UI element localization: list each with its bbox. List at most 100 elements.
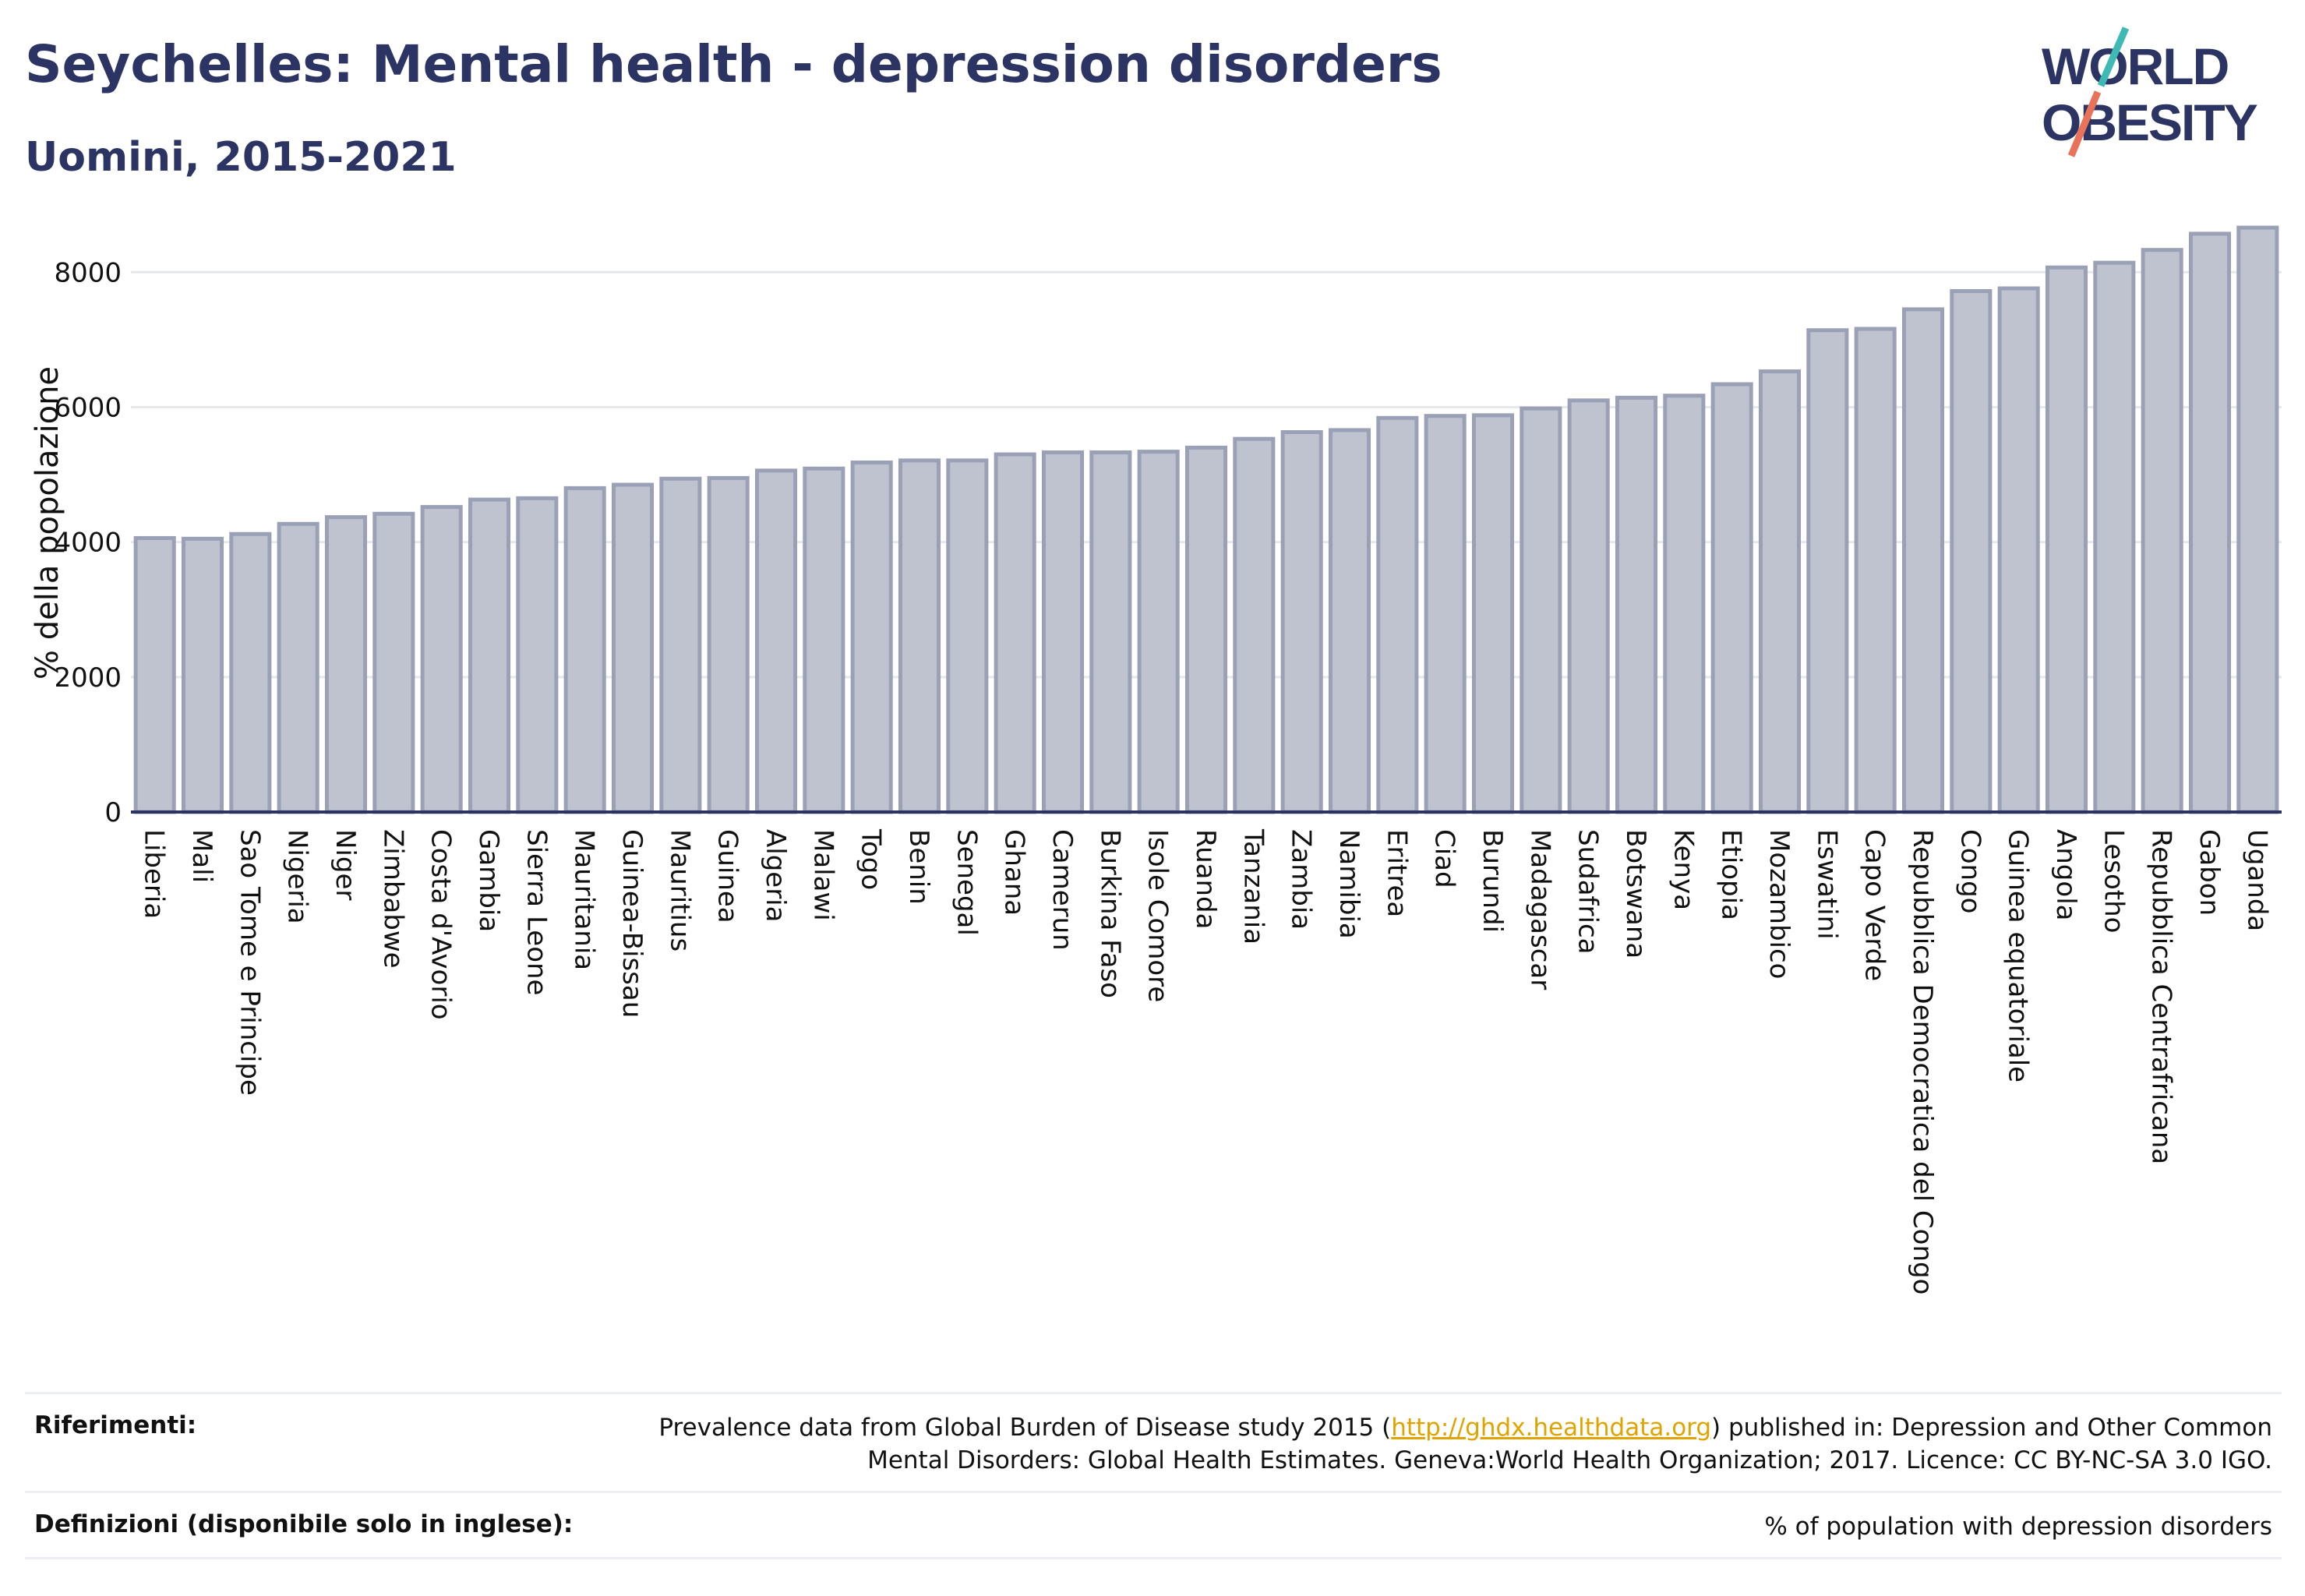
category-label: Guinea equatoriale — [2003, 829, 2034, 1082]
y-tick-label: 8000 — [54, 257, 122, 288]
bar[interactable] — [2141, 248, 2183, 814]
bar[interactable] — [2045, 265, 2088, 814]
bar[interactable] — [1280, 429, 1323, 814]
definitions-label: Definizioni (disponibile solo in inglese… — [34, 1510, 574, 1538]
category-label: Mauritania — [569, 829, 600, 970]
bar[interactable] — [707, 475, 750, 814]
category-label: Nigeria — [282, 829, 313, 924]
bar[interactable] — [1758, 369, 1802, 814]
bars — [133, 225, 2279, 814]
bar[interactable] — [2236, 225, 2279, 814]
bar[interactable] — [133, 535, 176, 814]
definitions-text: % of population with depression disorder… — [1764, 1513, 2272, 1541]
bar[interactable] — [1424, 414, 1467, 814]
bar[interactable] — [946, 458, 989, 814]
category-label: Burundi — [1477, 829, 1508, 933]
bar[interactable] — [898, 458, 941, 814]
bar[interactable] — [659, 476, 702, 814]
y-tick-label: 2000 — [54, 662, 122, 694]
category-label: Uganda — [2241, 829, 2272, 931]
references-link[interactable]: http://ghdx.healthdata.org — [1391, 1414, 1712, 1442]
category-label: Mali — [186, 829, 217, 883]
bar[interactable] — [803, 466, 845, 814]
category-label: Kenya — [1668, 829, 1699, 910]
category-label: Botswana — [1620, 829, 1651, 959]
bar[interactable] — [229, 531, 272, 814]
bar[interactable] — [1710, 382, 1753, 814]
y-tick-labels: 0 2000 4000 6000 8000 — [54, 257, 122, 828]
category-label: Algeria — [760, 829, 791, 922]
y-tick-label: 4000 — [54, 528, 122, 559]
references-pre: Prevalence data from Global Burden of Di… — [658, 1414, 1392, 1442]
category-label: Congo — [1954, 829, 1986, 913]
category-label: Malawi — [807, 829, 838, 921]
category-labels: Liberia Mali Sao Tome e Principe Nigeria Nig… — [139, 828, 2273, 1294]
bar[interactable] — [1376, 415, 1419, 814]
definitions-row: Definizioni (disponibile solo in inglese… — [25, 1491, 2282, 1559]
bar[interactable] — [1997, 286, 2040, 814]
logo-accent-teal — [2097, 26, 2130, 87]
footer: Riferimenti: Prevalence data from Global… — [25, 1392, 2282, 1559]
category-label: Togo — [856, 828, 887, 890]
bar[interactable] — [994, 452, 1036, 814]
category-label: Mozambico — [1763, 829, 1795, 979]
references-row: Riferimenti: Prevalence data from Global… — [25, 1392, 2282, 1491]
bar[interactable] — [1520, 406, 1562, 814]
bar[interactable] — [1089, 450, 1132, 814]
category-label: Sudafrica — [1573, 829, 1604, 954]
bar[interactable] — [563, 486, 606, 814]
category-label: Madagascar — [1524, 829, 1555, 990]
bar[interactable] — [1471, 413, 1515, 814]
category-label: Isole Comore — [1142, 829, 1174, 1002]
bar[interactable] — [516, 496, 559, 814]
bar[interactable] — [468, 497, 511, 814]
references-line2: Mental Disorders: Global Health Estimate… — [867, 1446, 2272, 1474]
bar[interactable] — [181, 536, 224, 814]
bar[interactable] — [850, 460, 893, 814]
category-label: Ruanda — [1190, 829, 1221, 929]
category-label: Ciad — [1429, 829, 1460, 888]
bar-chart: 0 2000 4000 6000 8000 Liberia Mali Sao Tome e … — [30, 225, 2282, 1294]
references-text: Prevalence data from Global Burden of Di… — [658, 1411, 2272, 1477]
category-label: Lesotho — [2098, 829, 2129, 933]
bar[interactable] — [372, 511, 415, 814]
category-label: Eswatini — [1811, 829, 1842, 940]
y-tick-label: 0 — [104, 797, 122, 828]
bar[interactable] — [277, 521, 319, 814]
bar[interactable] — [1806, 328, 1849, 814]
bar[interactable] — [1854, 327, 1897, 814]
bar[interactable] — [1950, 289, 1993, 814]
category-label: Mauritius — [664, 829, 695, 952]
category-label: Gabon — [2194, 829, 2225, 916]
bar[interactable] — [2093, 260, 2136, 814]
category-label: Senegal — [951, 829, 982, 936]
bar[interactable] — [324, 515, 368, 814]
y-tick-label: 6000 — [54, 392, 122, 423]
category-label: Angola — [2050, 829, 2081, 920]
category-label: Sierra Leone — [521, 829, 552, 995]
category-label: Liberia — [139, 829, 170, 919]
category-label: Repubblica Centrafricana — [2146, 829, 2177, 1164]
logo-word-1: WORLD — [2042, 37, 2228, 95]
bar[interactable] — [611, 482, 655, 814]
bar[interactable] — [1901, 307, 1945, 814]
category-label: Guinea — [712, 829, 743, 923]
bar[interactable] — [1184, 445, 1228, 814]
category-label: Capo Verde — [1859, 829, 1890, 981]
bar[interactable] — [1137, 450, 1180, 814]
category-label: Repubblica Democratica del Congo — [1907, 829, 1938, 1294]
bar[interactable] — [1233, 436, 1276, 814]
logo-accent-coral — [2067, 90, 2102, 157]
bar[interactable] — [1567, 398, 1610, 814]
bar[interactable] — [1041, 450, 1085, 814]
bar[interactable] — [420, 505, 463, 814]
bar[interactable] — [754, 468, 798, 814]
bar[interactable] — [2188, 231, 2232, 814]
chart-subtitle: Uomini, 2015-2021 — [25, 134, 457, 181]
category-label: Namibia — [1333, 829, 1364, 939]
bar[interactable] — [1663, 394, 1706, 814]
bar[interactable] — [1328, 428, 1371, 814]
bar[interactable] — [1615, 395, 1658, 814]
category-label: Tanzania — [1237, 828, 1269, 945]
category-label: Zimbabwe — [377, 829, 408, 969]
